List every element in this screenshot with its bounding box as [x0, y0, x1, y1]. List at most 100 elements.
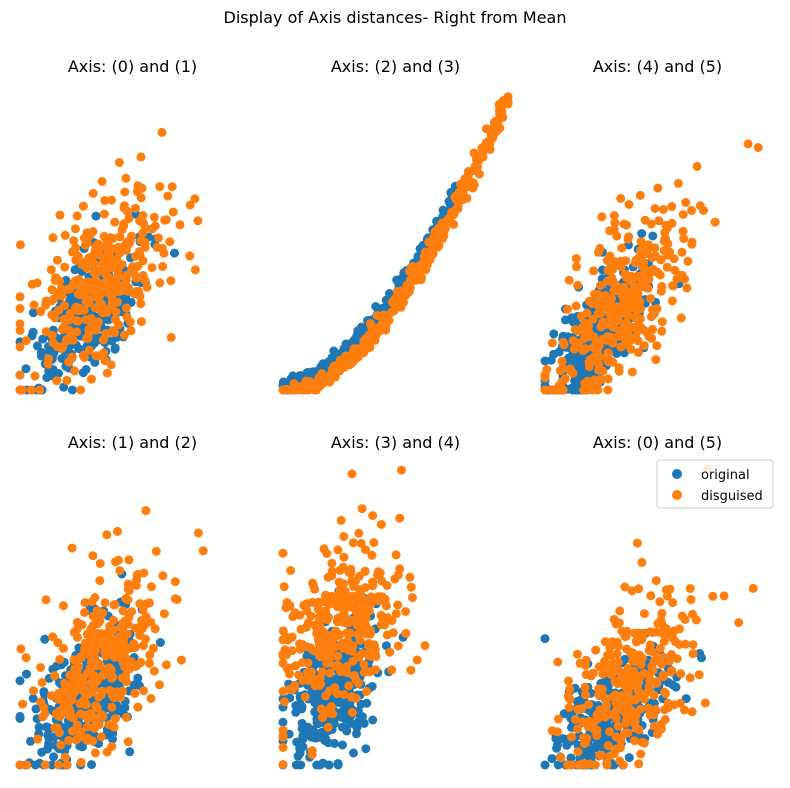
scatter-point-disguised [22, 760, 32, 770]
scatter-point-disguised [366, 651, 376, 661]
scatter-point-disguised [580, 378, 590, 388]
scatter-point-disguised [553, 657, 563, 667]
scatter-point-disguised [633, 326, 643, 336]
scatter-point-disguised [15, 319, 25, 329]
scatter-point-disguised [680, 614, 690, 624]
scatter-point-disguised [579, 733, 589, 743]
scatter-point-disguised [657, 326, 667, 336]
scatter-point-disguised [161, 215, 171, 225]
scatter-point-disguised [79, 233, 89, 243]
scatter-point-original [293, 751, 303, 761]
scatter-point-disguised [157, 127, 167, 137]
scatter-point-disguised [111, 307, 121, 317]
scatter-point-disguised [148, 643, 158, 653]
scatter-point-disguised [323, 572, 333, 582]
scatter-point-disguised [121, 712, 131, 722]
scatter-point-original [43, 723, 53, 733]
scatter-point-disguised [602, 256, 612, 265]
scatter-point-disguised [428, 249, 438, 259]
scatter-point-disguised [626, 303, 635, 313]
scatter-point-disguised [175, 220, 185, 230]
scatter-point-disguised [48, 338, 58, 348]
scatter-point-disguised [324, 686, 334, 696]
scatter-point-disguised [580, 682, 590, 692]
scatter-point-disguised [339, 690, 349, 699]
scatter-point-disguised [82, 736, 92, 745]
scatter-point-original [103, 315, 113, 325]
scatter-point-disguised [155, 182, 165, 192]
scatter-point-disguised [653, 183, 663, 193]
scatter-point-disguised [142, 282, 152, 292]
scatter-point-disguised [652, 341, 662, 351]
scatter-point-disguised [395, 513, 405, 523]
scatter-point-disguised [347, 707, 357, 717]
scatter-point-disguised [155, 680, 164, 690]
scatter-point-disguised [359, 660, 369, 669]
scatter-point-disguised [69, 655, 79, 665]
scatter-point-original [352, 729, 361, 739]
scatter-point-disguised [117, 673, 127, 683]
scatter-point-disguised [285, 385, 295, 395]
scatter-point-disguised [614, 676, 624, 685]
scatter-point-disguised [381, 601, 391, 611]
scatter-point-disguised [573, 724, 582, 734]
scatter-point-disguised [118, 242, 128, 252]
scatter-point-disguised [130, 688, 140, 698]
scatter-point-disguised [573, 649, 582, 659]
scatter-point-disguised [307, 750, 317, 760]
panels: Axis: (0) and (1) Axis: (2) and (3) Axis: … [15, 57, 763, 770]
legend-label-disguised: disguised [701, 489, 763, 504]
scatter-point-disguised [612, 706, 621, 716]
panel-0: Axis: (0) and (1) [15, 57, 203, 395]
scatter-point-disguised [133, 261, 143, 271]
scatter-point-disguised [324, 648, 334, 658]
scatter-point-original [107, 336, 117, 346]
legend-label-original: original [701, 468, 750, 483]
scatter-point-disguised [420, 247, 430, 257]
scatter-point-disguised [278, 626, 288, 636]
scatter-point-disguised [83, 722, 92, 732]
scatter-point-disguised [376, 520, 386, 529]
scatter-point-disguised [120, 187, 130, 197]
scatter-point-original [590, 742, 599, 752]
scatter-point-disguised [159, 609, 169, 619]
scatter-point-disguised [86, 374, 96, 384]
scatter-point-disguised [594, 365, 604, 375]
scatter-point-disguised [90, 618, 100, 628]
scatter-point-disguised [78, 201, 88, 211]
scatter-point-disguised [65, 682, 75, 692]
scatter-point-disguised [74, 303, 84, 313]
scatter-point-disguised [587, 299, 597, 309]
scatter-point-disguised [37, 678, 47, 687]
scatter-point-disguised [52, 255, 62, 265]
scatter-point-disguised [76, 675, 86, 685]
scatter-point-disguised [154, 233, 163, 243]
scatter-point-disguised [295, 644, 305, 654]
scatter-point-original [47, 760, 57, 770]
scatter-point-disguised [602, 760, 612, 770]
scatter-point-disguised [364, 331, 374, 341]
scatter-point-disguised [333, 545, 343, 555]
scatter-point-disguised [667, 218, 677, 228]
scatter-point-disguised [119, 627, 129, 637]
scatter-point-disguised [375, 568, 385, 578]
scatter-point-disguised [651, 355, 661, 365]
scatter-point-disguised [632, 285, 642, 295]
scatter-point-disguised [679, 705, 689, 715]
scatter-point-disguised [611, 280, 621, 290]
scatter-point-disguised [306, 611, 316, 621]
scatter-point-disguised [80, 710, 89, 720]
scatter-point-disguised [118, 618, 128, 628]
scatter-point-disguised [88, 188, 98, 198]
scatter-point-original [40, 634, 50, 644]
scatter-point-disguised [41, 327, 51, 337]
scatter-point-disguised [29, 300, 39, 310]
scatter-point-disguised [55, 210, 65, 220]
scatter-point-disguised [547, 338, 557, 348]
scatter-point-disguised [15, 760, 25, 770]
scatter-point-disguised [111, 557, 120, 567]
scatter-point-disguised [170, 577, 180, 587]
scatter-point-disguised [54, 695, 64, 704]
scatter-point-disguised [71, 735, 81, 745]
scatter-point-original [170, 248, 179, 258]
